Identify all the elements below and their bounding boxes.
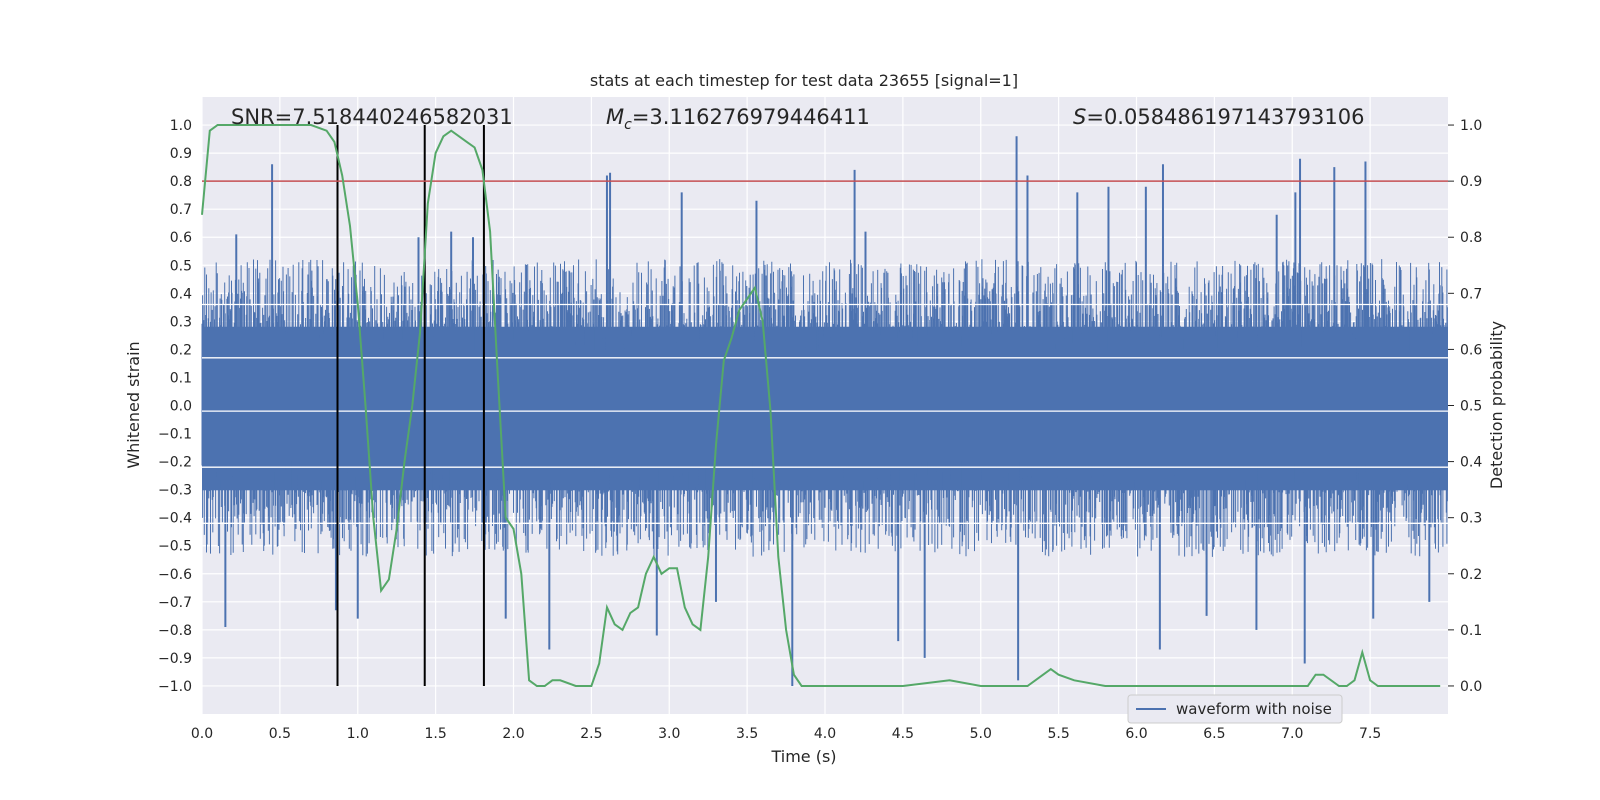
x-tick-label: 6.0 bbox=[1125, 726, 1147, 742]
waveform-noise bbox=[201, 259, 1448, 557]
snr-annotation: SNR=7.518440246582031 bbox=[231, 105, 513, 129]
y-tick-label: 0.6 bbox=[170, 230, 192, 246]
mc-value: =3.116276979446411 bbox=[632, 105, 870, 129]
x-tick-label: 1.0 bbox=[347, 726, 369, 742]
y-tick-label: −0.5 bbox=[158, 539, 192, 555]
x-tick-label: 6.5 bbox=[1203, 726, 1225, 742]
y2-tick-label: 0.2 bbox=[1460, 567, 1482, 583]
y-tick-label: −0.9 bbox=[158, 651, 192, 667]
y-tick-label: −0.1 bbox=[158, 427, 192, 443]
y2-axis-label: Detection probability bbox=[1487, 321, 1506, 489]
y-tick-label: 0.5 bbox=[170, 258, 192, 274]
y2-tick-label: 0.4 bbox=[1460, 455, 1482, 471]
x-tick-label: 7.0 bbox=[1281, 726, 1303, 742]
legend: waveform with noise bbox=[1127, 694, 1343, 724]
x-tick-label: 4.0 bbox=[814, 726, 836, 742]
y2-tick-label: 0.3 bbox=[1460, 511, 1482, 527]
vertical-markers bbox=[336, 125, 485, 686]
y-tick-label: 1.0 bbox=[170, 118, 192, 134]
y-tick-label: −0.3 bbox=[158, 483, 192, 499]
legend-box bbox=[1127, 694, 1343, 724]
y-tick-label: 0.4 bbox=[170, 286, 192, 302]
y2-tick-label: 0.6 bbox=[1460, 342, 1482, 358]
detection-probability-line bbox=[201, 124, 1441, 687]
x-tick-label: 2.5 bbox=[580, 726, 602, 742]
x-tick-label: 3.5 bbox=[736, 726, 758, 742]
y-tick-label: 0.7 bbox=[170, 202, 192, 218]
x-tick-label: 0.0 bbox=[191, 726, 213, 742]
left-y-ticks: 1.0 0.9 0.8 0.7 0.6 0.5 0.4 0.3 0.2 0.1 0.0 −0.1 −0.… bbox=[158, 118, 192, 695]
x-tick-label: 3.0 bbox=[658, 726, 680, 742]
x-tick-label: 5.5 bbox=[1047, 726, 1069, 742]
y-tick-label: −0.7 bbox=[158, 595, 192, 611]
y-tick-label: 0.8 bbox=[170, 174, 192, 190]
x-tick-label: 1.5 bbox=[424, 726, 446, 742]
y-tick-label: 0.9 bbox=[170, 146, 192, 162]
y2-tick-label: 0.5 bbox=[1460, 399, 1482, 415]
x-tick-label: 0.5 bbox=[269, 726, 291, 742]
y-tick-label: −1.0 bbox=[158, 679, 192, 695]
y-tick-label: −0.6 bbox=[158, 567, 192, 583]
x-tick-label: 2.0 bbox=[502, 726, 524, 742]
y-tick-label: 0.2 bbox=[170, 342, 192, 358]
y2-tick-label: 0.9 bbox=[1460, 174, 1482, 190]
y-tick-label: 0.0 bbox=[170, 399, 192, 415]
s-symbol: S bbox=[1073, 105, 1086, 129]
s-annotation: S=0.058486197143793106 bbox=[1073, 105, 1364, 129]
x-tick-label: 5.0 bbox=[970, 726, 992, 742]
x-ticks: 0.0 0.5 1.0 1.5 2.0 2.5 3.0 3.5 4.0 4.5 5.0 5.5 6.0 6… bbox=[191, 726, 1381, 742]
s-value: =0.058486197143793106 bbox=[1086, 105, 1364, 129]
y2-tick-label: 0.7 bbox=[1460, 286, 1482, 302]
legend-label: waveform with noise bbox=[1176, 700, 1332, 718]
right-y-ticks: 1.0 0.9 0.8 0.7 0.6 0.5 0.4 0.3 0.2 0.1 0.0 bbox=[1448, 118, 1482, 695]
y-tick-label: −0.2 bbox=[158, 455, 192, 471]
y2-tick-label: 0.8 bbox=[1460, 230, 1482, 246]
y2-tick-label: 1.0 bbox=[1460, 118, 1482, 134]
x-tick-label: 7.5 bbox=[1359, 726, 1381, 742]
mc-symbol: M bbox=[606, 105, 624, 129]
chart-title: stats at each timestep for test data 236… bbox=[590, 71, 1018, 90]
y-tick-label: −0.4 bbox=[158, 511, 192, 527]
mc-subscript: c bbox=[624, 117, 632, 133]
x-axis-label: Time (s) bbox=[770, 747, 836, 766]
x-tick-label: 4.5 bbox=[892, 726, 914, 742]
y-tick-label: 0.1 bbox=[170, 370, 192, 386]
y2-tick-label: 0.0 bbox=[1460, 679, 1482, 695]
chirp-mass-annotation: Mc=3.116276979446411 bbox=[606, 105, 870, 133]
y-axis-label: Whitened strain bbox=[124, 341, 143, 468]
y-tick-label: −0.8 bbox=[158, 623, 192, 639]
waveform-series bbox=[201, 136, 1448, 686]
y-tick-label: 0.3 bbox=[170, 314, 192, 330]
y2-tick-label: 0.1 bbox=[1460, 623, 1482, 639]
